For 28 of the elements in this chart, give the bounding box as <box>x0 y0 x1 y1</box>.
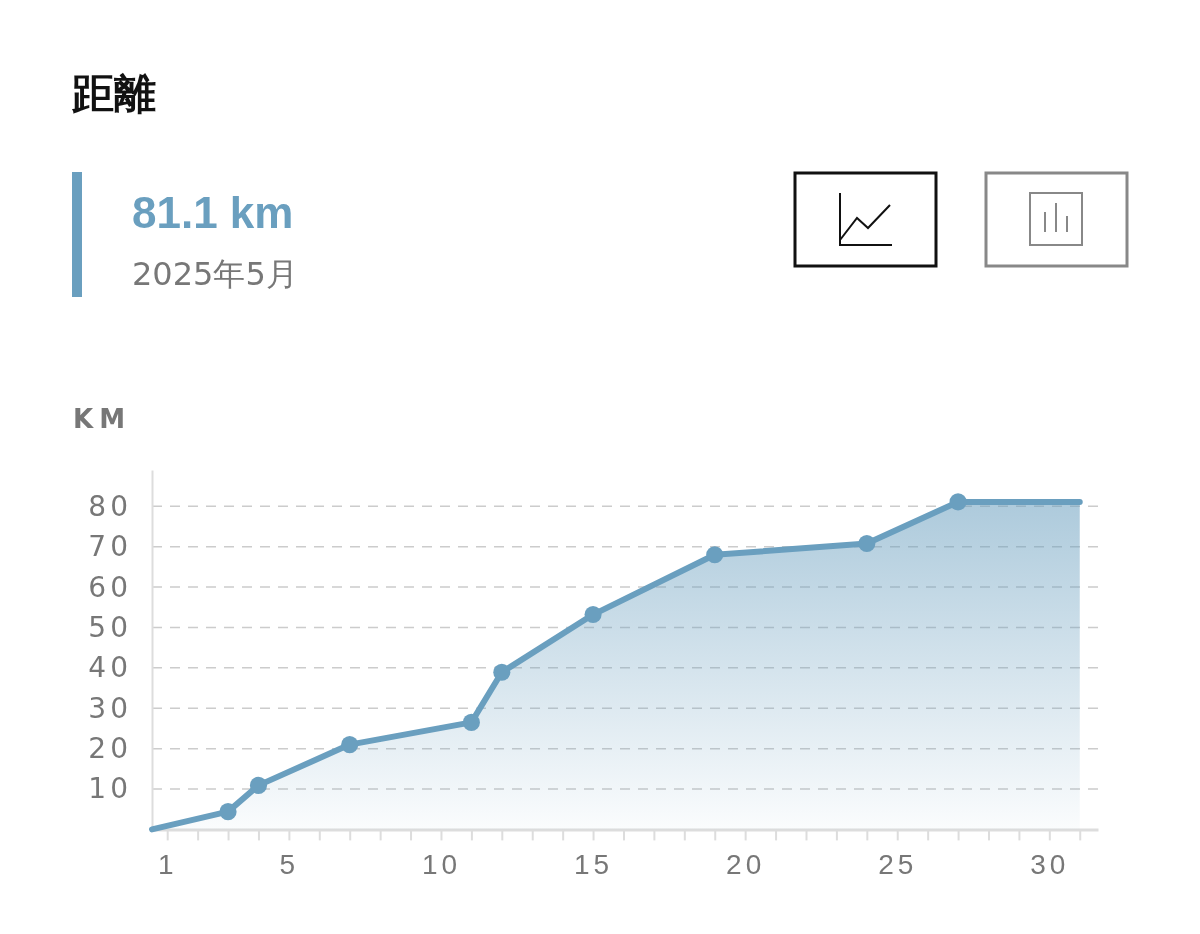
point <box>341 736 359 754</box>
y-tick-label: 60 <box>88 570 132 604</box>
y-tick-label: 40 <box>88 651 132 685</box>
y-axis-title: KM <box>73 404 132 434</box>
point <box>493 663 511 681</box>
x-tick-label: 30 <box>1030 849 1070 881</box>
y-tick-label: 10 <box>88 772 132 806</box>
x-tick-label: 1 <box>157 849 178 881</box>
x-tick-label: 20 <box>726 849 766 881</box>
y-tick-label: 50 <box>88 610 132 644</box>
x-tick-label: 25 <box>878 849 918 881</box>
y-tick-label: 80 <box>88 489 132 523</box>
point <box>706 546 724 564</box>
point <box>584 606 602 624</box>
point <box>249 776 268 794</box>
y-tick-label: 70 <box>88 530 132 564</box>
point <box>219 803 237 821</box>
point <box>462 713 480 731</box>
point <box>858 534 876 553</box>
y-tick-label: 20 <box>88 732 132 766</box>
text: 2025年5月 <box>132 255 298 293</box>
point <box>949 493 967 511</box>
chart-subtitle: 81.1 km <box>132 188 294 237</box>
x-tick-label: 15 <box>573 849 614 881</box>
x-tick-label: 10 <box>421 849 462 881</box>
y-tick-label: 30 <box>88 691 132 725</box>
chart-title: 距離 <box>71 69 156 118</box>
x-tick-label: 5 <box>279 849 300 881</box>
